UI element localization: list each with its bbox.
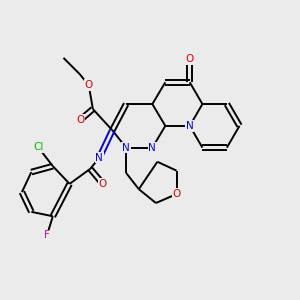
Text: O: O: [76, 115, 84, 125]
Text: Cl: Cl: [33, 142, 43, 152]
Text: N: N: [122, 142, 130, 153]
Text: N: N: [95, 153, 103, 163]
Text: O: O: [186, 54, 194, 64]
Text: N: N: [148, 142, 156, 153]
Text: O: O: [172, 189, 181, 199]
Text: O: O: [85, 80, 93, 90]
Text: O: O: [99, 179, 107, 189]
Text: N: N: [186, 121, 194, 131]
Text: F: F: [44, 230, 50, 240]
